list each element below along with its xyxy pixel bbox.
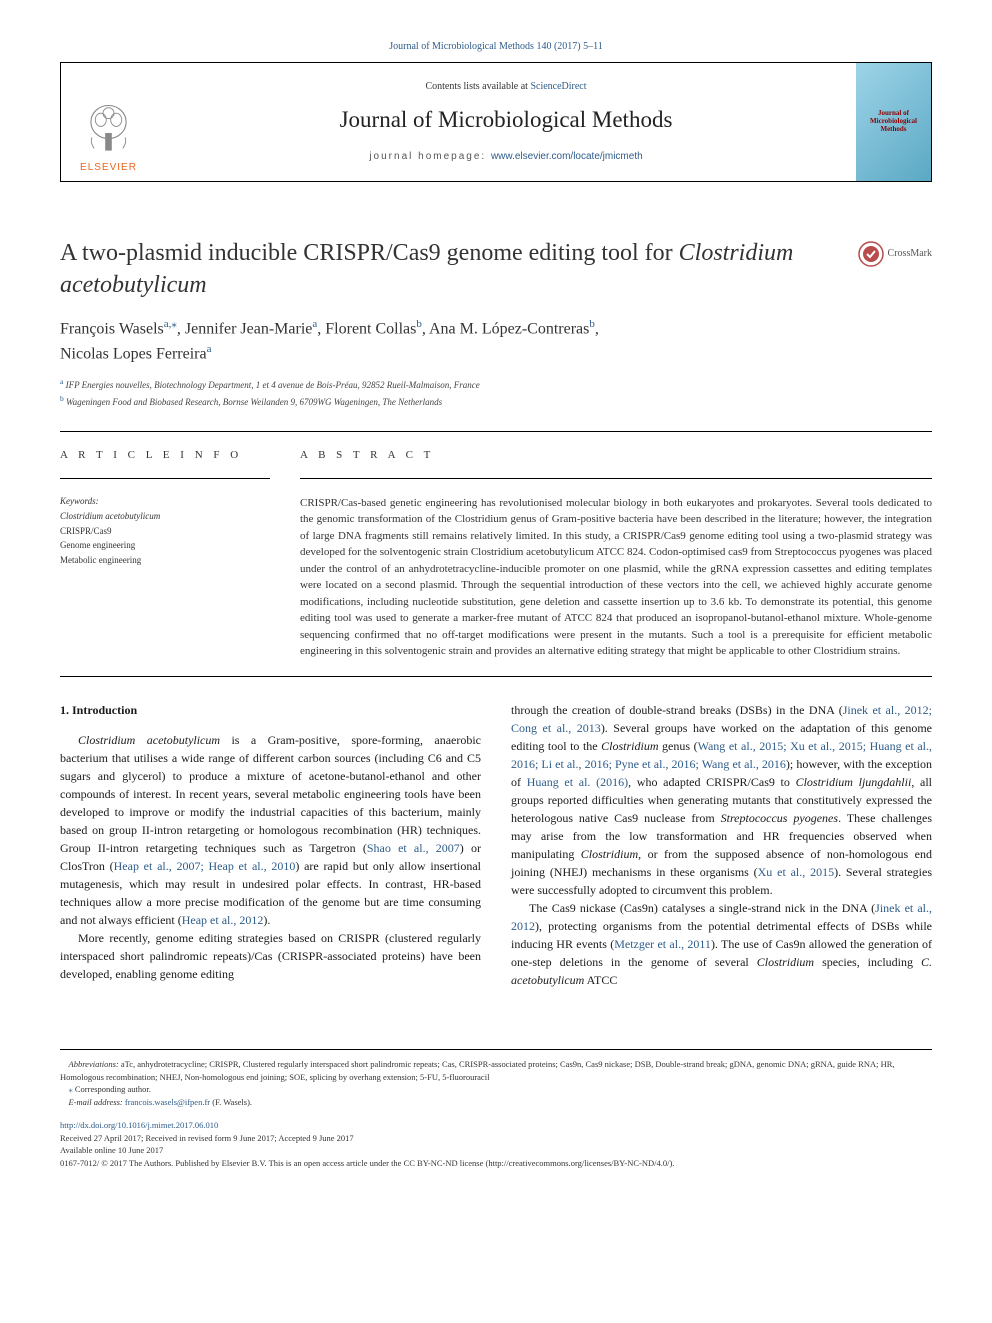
top-journal-reference: Journal of Microbiological Methods 140 (… <box>60 40 932 54</box>
title-row: A two-plasmid inducible CRISPR/Cas9 geno… <box>60 237 932 302</box>
rp2e: ATCC <box>584 973 617 987</box>
left-column: 1. Introduction Clostridium acetobutylic… <box>60 701 481 989</box>
author-5: Nicolas Lopes Ferreira <box>60 345 207 362</box>
abstract-header: A B S T R A C T <box>300 448 932 463</box>
ri5: Clostridium <box>757 955 814 969</box>
cite-heap12[interactable]: Heap et al., 2012 <box>182 913 264 927</box>
affiliations: a IFP Energies nouvelles, Biotechnology … <box>60 376 932 409</box>
author-4: , Ana M. López-Contreras <box>422 320 590 337</box>
intro-heading: 1. Introduction <box>60 701 481 719</box>
received-line: Received 27 April 2017; Received in revi… <box>60 1132 932 1145</box>
journal-header: ELSEVIER Contents lists available at Sci… <box>60 62 932 182</box>
contents-prefix: Contents lists available at <box>425 81 530 92</box>
contents-line: Contents lists available at ScienceDirec… <box>425 80 586 94</box>
info-abstract-row: A R T I C L E I N F O Keywords: Clostrid… <box>60 448 932 659</box>
right-column: through the creation of double-strand br… <box>511 701 932 989</box>
header-center: Contents lists available at ScienceDirec… <box>156 63 856 181</box>
keyword-3: Genome engineering <box>60 540 135 550</box>
lp1e: ). <box>263 913 270 927</box>
author-3: , Florent Collas <box>317 320 416 337</box>
ri3: Streptococcus pyogenes <box>721 811 838 825</box>
rp2d: species, including <box>814 955 921 969</box>
rp1a: through the creation of double-strand br… <box>511 703 843 717</box>
elsevier-tree-icon <box>81 100 136 155</box>
crossmark-badge[interactable]: CrossMark <box>858 241 932 267</box>
abbrev-text: aTc, anhydrotetracycline; CRISPR, Cluste… <box>60 1059 895 1082</box>
rp1c: genus ( <box>659 739 698 753</box>
keyword-1: Clostridium acetobutylicum <box>60 511 160 521</box>
abbreviations-line: Abbreviations: aTc, anhydrotetracycline;… <box>60 1058 932 1084</box>
available-line: Available online 10 June 2017 <box>60 1144 932 1157</box>
affil-a: IFP Energies nouvelles, Biotechnology De… <box>63 380 479 390</box>
abstract-column: A B S T R A C T CRISPR/Cas-based genetic… <box>300 448 932 659</box>
copyright-line: 0167-7012/ © 2017 The Authors. Published… <box>60 1157 932 1170</box>
email-label: E-mail address: <box>69 1097 123 1107</box>
cite-metzger[interactable]: Metzger et al., 2011 <box>614 937 711 951</box>
ri1: Clostridium <box>601 739 658 753</box>
keywords-list: Clostridium acetobutylicum CRISPR/Cas9 G… <box>60 509 270 567</box>
right-para-2: The Cas9 nickase (Cas9n) catalyses a sin… <box>511 899 932 989</box>
journal-name: Journal of Microbiological Methods <box>340 104 673 136</box>
divider-abstract <box>300 478 932 479</box>
cite-xu[interactable]: Xu et al., 2015 <box>758 865 834 879</box>
cover-title: Journal of Microbiological Methods <box>860 110 927 133</box>
article-title: A two-plasmid inducible CRISPR/Cas9 geno… <box>60 237 838 302</box>
left-para-2: More recently, genome editing strategies… <box>60 929 481 983</box>
email-address[interactable]: francois.wasels@ifpen.fr <box>123 1097 210 1107</box>
divider-info <box>60 478 270 479</box>
body-columns: 1. Introduction Clostridium acetobutylic… <box>60 701 932 989</box>
rp2a: The Cas9 nickase (Cas9n) catalyses a sin… <box>529 901 875 915</box>
publisher-block: ELSEVIER <box>61 63 156 181</box>
lp1b: is a Gram-positive, spore-forming, anaer… <box>60 733 481 855</box>
doi-block: http://dx.doi.org/10.1016/j.mimet.2017.0… <box>60 1119 932 1170</box>
author-2: , Jennifer Jean-Marie <box>177 320 313 337</box>
rp1e: , who adapted CRISPR/Cas9 to <box>628 775 795 789</box>
cite-shao[interactable]: Shao et al., 2007 <box>367 841 460 855</box>
email-suffix: (F. Wasels). <box>210 1097 252 1107</box>
crossmark-label: CrossMark <box>888 247 932 261</box>
right-para-1: through the creation of double-strand br… <box>511 701 932 899</box>
footer-block: Abbreviations: aTc, anhydrotetracycline;… <box>60 1049 932 1170</box>
authors-list: François Waselsa,⁎, Jennifer Jean-Mariea… <box>60 316 932 367</box>
cite-huang[interactable]: Huang et al. (2016) <box>527 775 628 789</box>
author-1: François Wasels <box>60 320 164 337</box>
keywords-label: Keywords: <box>60 495 270 508</box>
journal-cover-thumbnail: Journal of Microbiological Methods <box>856 63 931 181</box>
ri2: Clostridium ljungdahlii <box>796 775 912 789</box>
homepage-line: journal homepage: www.elsevier.com/locat… <box>369 150 642 164</box>
author-sep: , <box>595 320 599 337</box>
sciencedirect-link[interactable]: ScienceDirect <box>530 81 586 92</box>
author-5-aff: a <box>207 343 212 355</box>
corresponding-line: ⁎ Corresponding author. <box>60 1083 932 1096</box>
cite-heap07[interactable]: Heap et al., 2007; Heap et al., 2010 <box>114 859 296 873</box>
keyword-2: CRISPR/Cas9 <box>60 526 112 536</box>
divider-2 <box>60 676 932 677</box>
corr-text: Corresponding author. <box>73 1084 151 1094</box>
crossmark-icon <box>858 241 884 267</box>
homepage-url[interactable]: www.elsevier.com/locate/jmicmeth <box>491 151 643 162</box>
affil-b: Wageningen Food and Biobased Research, B… <box>64 397 442 407</box>
homepage-prefix: journal homepage: <box>369 151 491 162</box>
keyword-4: Metabolic engineering <box>60 555 141 565</box>
doi-link[interactable]: http://dx.doi.org/10.1016/j.mimet.2017.0… <box>60 1119 932 1132</box>
abbrev-label: Abbreviations: <box>69 1059 119 1069</box>
title-text: A two-plasmid inducible CRISPR/Cas9 geno… <box>60 240 679 266</box>
lp1a: Clostridium acetobutylicum <box>78 733 220 747</box>
left-para-1: Clostridium acetobutylicum is a Gram-pos… <box>60 731 481 929</box>
page-container: Journal of Microbiological Methods 140 (… <box>0 0 992 1200</box>
email-line: E-mail address: francois.wasels@ifpen.fr… <box>60 1096 932 1109</box>
divider-1 <box>60 431 932 432</box>
article-info-header: A R T I C L E I N F O <box>60 448 270 463</box>
publisher-name: ELSEVIER <box>80 161 137 175</box>
article-info-column: A R T I C L E I N F O Keywords: Clostrid… <box>60 448 270 659</box>
abstract-text: CRISPR/Cas-based genetic engineering has… <box>300 495 932 660</box>
ri4: Clostridium <box>581 847 638 861</box>
